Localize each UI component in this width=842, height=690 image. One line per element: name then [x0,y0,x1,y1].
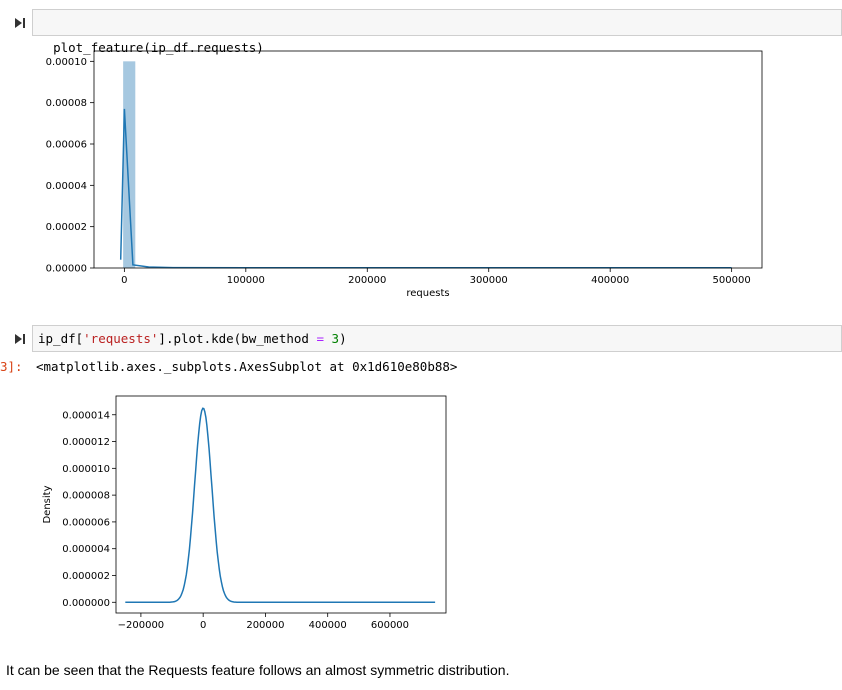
code-prefix: ip_df[ [38,331,84,346]
y-tick-label: 0.000014 [62,410,110,421]
x-tick-label: 100000 [227,275,265,286]
code-number: 3 [331,331,340,346]
y-tick-label: 0.000010 [62,464,110,475]
y-tick-label: 0.000006 [62,517,110,528]
y-tick-label: 0.00008 [46,98,87,109]
y-tick-label: 0.00004 [46,181,87,192]
run-cell-icon[interactable] [14,333,26,345]
x-tick-label: 400000 [309,620,347,631]
code-mid: ].plot.kde(bw_method [158,331,317,346]
x-tick-label: 200000 [348,275,386,286]
x-axis-label: requests [406,288,449,299]
x-tick-label: 600000 [371,620,409,631]
y-tick-label: 0.000002 [62,571,110,582]
histogram-bar [123,61,136,268]
y-tick-label: 0.00010 [46,57,87,68]
y-tick-label: 0.00000 [46,264,87,275]
code-string: 'requests' [83,331,159,346]
x-tick-label: 400000 [591,275,629,286]
y-tick-label: 0.00002 [46,222,87,233]
y-tick-label: 0.000004 [62,544,110,555]
x-tick-label: 0 [200,620,206,631]
output-prompt: 3]: [0,359,23,374]
x-tick-label: 300000 [470,275,508,286]
x-tick-label: 0 [121,275,127,286]
y-tick-label: 0.000012 [62,437,110,448]
kde-line [119,108,732,269]
markdown-text: It can be seen that the Requests feature… [6,662,510,678]
x-tick-label: 200000 [246,620,284,631]
code-space [324,331,332,346]
x-tick-label: 500000 [713,275,751,286]
y-tick-label: 0.000000 [62,598,110,609]
code-operator: = [316,331,324,346]
y-axis-label: Density [42,485,53,523]
plot-frame [115,395,447,614]
output-text: <matplotlib.axes._subplots.AxesSubplot a… [36,359,458,374]
x-tick-label: −200000 [118,620,165,631]
code-cell-input-1[interactable]: plot_feature(ip_df.requests) [32,9,842,55]
y-tick-label: 0.00006 [46,140,87,151]
run-cell-icon[interactable] [14,17,26,29]
code-cell-input-2[interactable]: ip_df['requests'].plot.kde(bw_method = 3… [32,325,842,352]
histogram-chart: 0.00000 0.00002 0.00004 0.00006 0.00008 0.000… [46,50,763,299]
kde-line [125,407,436,604]
plot-frame [93,50,763,269]
kde-chart: 0.000000 0.000002 0.000004 0.000006 0.000008… [42,395,447,631]
y-tick-label: 0.000008 [62,491,110,502]
code-suffix: ) [339,331,347,346]
